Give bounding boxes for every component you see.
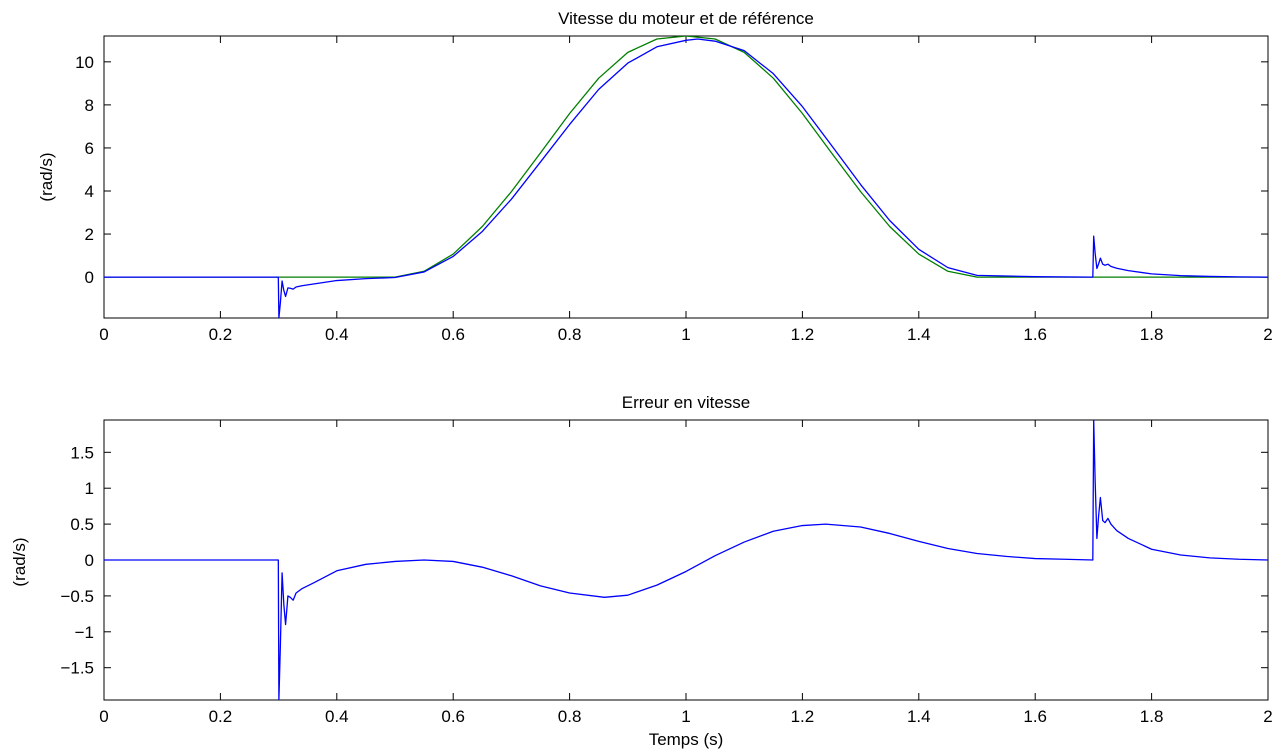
y-tick-label: 0: [85, 268, 94, 287]
error-plot-title: Erreur en vitesse: [622, 393, 751, 412]
motor-speed-line: [104, 38, 1268, 318]
y-tick-label: 4: [85, 182, 94, 201]
x-tick-label: 1.8: [1140, 325, 1164, 344]
y-tick-label: 1: [85, 479, 94, 498]
x-tick-label: 0.6: [441, 325, 465, 344]
error-subplot: Erreur en vitesse (rad/s) Temps (s) 0 0.2…: [10, 393, 1273, 749]
x-tick-label: 1.6: [1023, 707, 1047, 726]
x-tick-label: 1.2: [791, 325, 815, 344]
x-tick-label: 1.8: [1140, 707, 1164, 726]
speed-series: [104, 36, 1268, 318]
x-tick-label: 0.4: [325, 325, 349, 344]
speed-plot-title: Vitesse du moteur et de référence: [558, 9, 814, 28]
speed-plot-frame: [103, 35, 1269, 319]
y-tick-label: −1: [75, 623, 94, 642]
x-tick-label: 1: [681, 325, 690, 344]
x-tick-label: 2: [1263, 707, 1272, 726]
x-tick-label: 1.4: [907, 707, 931, 726]
y-tick-label: 1.5: [70, 443, 94, 462]
y-tick-label: 2: [85, 225, 94, 244]
y-tick-label: 0.5: [70, 515, 94, 534]
y-tick-label: −0.5: [60, 587, 94, 606]
y-tick-label: −1.5: [60, 659, 94, 678]
x-tick-label: 1.4: [907, 325, 931, 344]
x-tick-label: 0.8: [558, 325, 582, 344]
x-tick-label: 1.6: [1023, 325, 1047, 344]
speed-y-axis-label: (rad/s): [37, 152, 56, 201]
x-tick-label: 0.2: [209, 707, 233, 726]
speed-subplot: Vitesse du moteur et de référence (rad/s…: [37, 9, 1273, 344]
x-tick-label: 1: [681, 707, 690, 726]
time-x-axis-label: Temps (s): [649, 730, 724, 749]
x-tick-label: 0: [99, 325, 108, 344]
x-tick-label: 0.4: [325, 707, 349, 726]
y-tick-label: 0: [85, 551, 94, 570]
x-tick-label: 0.2: [209, 325, 233, 344]
error-y-axis-label: (rad/s): [10, 537, 29, 586]
speed-error-line: [104, 420, 1268, 700]
y-tick-label: 8: [85, 96, 94, 115]
x-tick-label: 0.6: [441, 707, 465, 726]
x-tick-label: 0.8: [558, 707, 582, 726]
reference-speed-line: [104, 36, 1268, 278]
speed-ticks: 0 0.2 0.4 0.6 0.8 1 1.2 1.4 1.6 1.8 2 0 2 4 6 8 10: [75, 36, 1273, 344]
y-tick-label: 6: [85, 139, 94, 158]
x-tick-label: 0: [99, 707, 108, 726]
error-ticks: 0 0.2 0.4 0.6 0.8 1 1.2 1.4 1.6 1.8 2 −1.5 −1 −0.5 0 0.…: [60, 420, 1273, 726]
error-series: [104, 420, 1268, 700]
x-tick-label: 1.2: [791, 707, 815, 726]
x-tick-label: 2: [1263, 325, 1272, 344]
y-tick-label: 10: [75, 53, 94, 72]
